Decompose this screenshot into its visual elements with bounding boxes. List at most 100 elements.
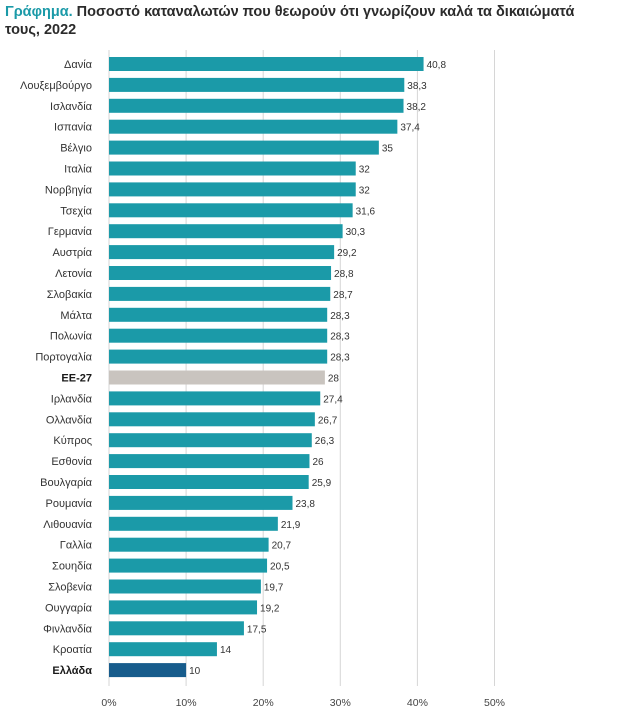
data-label: 27,4 (323, 394, 343, 405)
x-tick-label: 10% (176, 697, 197, 709)
data-label: 17,5 (247, 624, 267, 635)
data-label: 37,4 (400, 123, 420, 134)
bar (109, 161, 356, 176)
x-tick-label: 20% (253, 697, 274, 709)
x-tick-label: 40% (407, 697, 428, 709)
category-label: Σλοβενία (48, 582, 92, 594)
category-label: Φινλανδία (43, 623, 92, 635)
category-label: Πολωνία (50, 331, 93, 343)
chart-title: Γράφημα. Ποσοστό καταναλωτών που θεωρούν… (5, 3, 605, 39)
category-label: Ρουμανία (46, 498, 93, 510)
bar (109, 558, 268, 573)
bar (109, 600, 258, 615)
data-label: 23,8 (295, 499, 315, 510)
data-label: 25,9 (312, 478, 332, 489)
bar (109, 642, 217, 657)
data-label: 26 (312, 457, 324, 468)
x-tick-label: 50% (484, 697, 505, 709)
data-label: 20,7 (272, 541, 292, 552)
bar (109, 245, 335, 260)
data-label: 31,6 (356, 206, 376, 217)
bar (109, 475, 309, 489)
bar (109, 516, 278, 531)
bar (109, 370, 325, 385)
category-label: Δανία (64, 59, 93, 71)
data-label: 28,3 (330, 332, 350, 343)
category-label: Ιρλανδία (51, 393, 93, 405)
data-label: 20,5 (270, 562, 290, 573)
data-label: 26,3 (315, 436, 335, 447)
bar (109, 286, 331, 301)
bar (109, 140, 379, 155)
category-label: Βουλγαρία (40, 477, 93, 489)
data-label: 19,2 (260, 603, 280, 614)
category-label: Ισλανδία (50, 101, 93, 113)
data-label: 14 (220, 645, 232, 656)
bar (109, 119, 398, 134)
data-label: 38,3 (407, 81, 427, 92)
data-label: 28,7 (333, 290, 353, 301)
bar (109, 328, 328, 343)
data-label: 32 (359, 185, 371, 196)
bar (109, 266, 332, 280)
x-tick-label: 0% (101, 697, 116, 709)
chart-title-text: Ποσοστό καταναλωτών που θεωρούν ότι γνωρ… (5, 4, 575, 38)
bar (109, 412, 315, 427)
bar (109, 98, 404, 113)
bar (109, 349, 328, 364)
data-label: 21,9 (281, 520, 301, 531)
bar (109, 579, 261, 594)
data-label: 19,7 (264, 583, 284, 594)
bar (109, 224, 343, 239)
category-label: Ελλάδα (52, 665, 92, 677)
category-label: ΕΕ-27 (61, 373, 92, 385)
data-label: 32 (359, 165, 371, 176)
bar (109, 495, 293, 510)
x-tick-label: 30% (330, 697, 351, 709)
bar (109, 621, 244, 636)
chart-title-prefix: Γράφημα. (5, 4, 73, 20)
data-label: 38,2 (407, 102, 427, 113)
bar (109, 454, 310, 469)
data-label: 35 (382, 144, 394, 155)
data-label: 30,3 (346, 227, 366, 238)
bar (109, 203, 353, 218)
data-label: 28 (328, 374, 340, 385)
category-label: Ισπανία (54, 122, 93, 134)
data-label: 29,2 (337, 248, 357, 259)
data-label: 10 (189, 666, 201, 677)
category-label: Κύπρος (53, 435, 92, 447)
category-label: Εσθονία (51, 456, 92, 468)
category-label: Λετονία (55, 268, 93, 280)
bar (109, 391, 321, 406)
category-label: Βέλγιο (60, 143, 92, 155)
category-label: Σλοβακία (47, 289, 93, 301)
bar (109, 433, 312, 448)
data-label: 26,7 (318, 415, 338, 426)
category-label: Γαλλία (60, 540, 93, 552)
category-label: Ουγγαρία (45, 602, 93, 614)
category-label: Ολλανδία (46, 414, 93, 426)
category-label: Λιθουανία (43, 519, 92, 531)
bar (109, 307, 328, 322)
category-label: Λουξεμβούργο (20, 80, 92, 92)
category-label: Αυστρία (52, 247, 92, 259)
data-label: 28,8 (334, 269, 354, 280)
data-label: 28,3 (330, 311, 350, 322)
category-label: Πορτογαλία (35, 352, 92, 364)
bar (109, 537, 269, 552)
bar (109, 57, 424, 71)
category-label: Μάλτα (60, 310, 92, 322)
category-label: Ιταλία (64, 164, 93, 176)
bar (109, 182, 356, 197)
category-label: Σουηδία (52, 561, 93, 573)
bar (109, 663, 187, 678)
category-label: Τσεχία (60, 205, 92, 217)
bar (109, 77, 405, 92)
category-label: Νορβηγία (45, 184, 93, 196)
category-label: Κροατία (53, 644, 93, 656)
data-label: 40,8 (427, 60, 447, 71)
data-label: 28,3 (330, 353, 350, 364)
category-label: Γερμανία (48, 226, 93, 238)
